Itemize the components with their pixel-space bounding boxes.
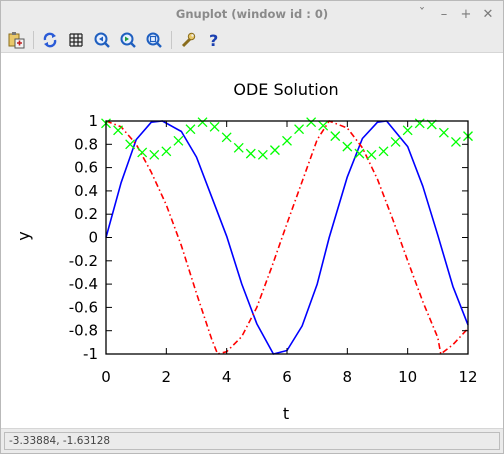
y-tick-label: -1 xyxy=(83,345,98,363)
copy-to-clipboard-icon xyxy=(8,31,25,48)
minimize-icon: – xyxy=(440,6,448,22)
copy-to-clipboard-button[interactable] xyxy=(5,29,27,51)
series-3-marker xyxy=(318,120,329,131)
series-3-marker xyxy=(197,117,208,128)
series-3-marker xyxy=(450,137,461,147)
zoom-next-icon xyxy=(120,32,136,48)
y-tick-label: 1 xyxy=(88,112,98,130)
window-title: Gnuplot (window id : 0) xyxy=(175,7,329,21)
y-tick-label: -0.2 xyxy=(69,252,98,270)
autoscale-icon xyxy=(146,32,162,48)
close-button[interactable]: ✕ xyxy=(479,5,497,23)
autoscale-button[interactable] xyxy=(143,29,165,51)
maximize-icon: + xyxy=(460,6,472,22)
x-tick-label: 10 xyxy=(398,368,417,386)
help-icon: ? xyxy=(209,31,218,49)
series-3-marker xyxy=(330,131,341,142)
series-3-marker xyxy=(149,149,160,160)
y-axis-label: y xyxy=(14,231,33,240)
minimize-button[interactable]: – xyxy=(435,5,453,23)
x-axis-label: t xyxy=(283,404,289,423)
series-3-marker xyxy=(113,125,124,136)
zoom-previous-icon xyxy=(94,32,110,48)
series-3-marker xyxy=(366,149,377,160)
series-3-marker xyxy=(185,124,196,135)
zoom-next-button[interactable] xyxy=(117,29,139,51)
close-icon: ✕ xyxy=(482,6,494,22)
y-tick-label: -0.8 xyxy=(69,322,98,340)
options-button[interactable] xyxy=(177,29,199,51)
help-button[interactable]: ? xyxy=(203,29,225,51)
x-tick-label: 12 xyxy=(458,368,477,386)
series-3-marker xyxy=(354,148,365,159)
replot-button[interactable] xyxy=(39,29,61,51)
series-3-marker xyxy=(269,145,280,156)
x-tick-label: 8 xyxy=(343,368,353,386)
series-3-marker xyxy=(342,141,353,152)
series-3-marker xyxy=(245,148,256,159)
x-tick-label: 6 xyxy=(282,368,292,386)
series-3-marker xyxy=(306,117,317,128)
series-3-marker xyxy=(378,146,389,157)
y-tick-label: -0.4 xyxy=(69,275,98,293)
y-tick-label: 0 xyxy=(88,229,98,247)
toolbar-separator xyxy=(33,30,34,49)
grid-button[interactable] xyxy=(65,29,87,51)
series-3-marker xyxy=(390,137,401,147)
x-tick-label: 2 xyxy=(162,368,172,386)
series-2-line xyxy=(105,120,469,355)
series-3-marker xyxy=(221,132,232,143)
replot-icon xyxy=(43,32,57,47)
grid-icon xyxy=(69,32,83,47)
plot-area[interactable]: ODE Solution y t -1 -0.8 -0.6 -0.4 -0.2 0 0.2 0… xyxy=(1,54,503,428)
axis-layer: -1-0.8-0.6-0.4-0.200.20.40.60.810 2 4 6 8 10 1… xyxy=(69,112,478,386)
x-tick-label: 0 xyxy=(101,368,111,386)
options-wrench-icon xyxy=(181,32,196,47)
y-tick-label: 0.2 xyxy=(74,205,98,223)
window-controls: ˇ – + ✕ xyxy=(413,5,497,23)
series-3-marker xyxy=(161,146,172,157)
plot-border xyxy=(105,120,469,355)
series-3-marker xyxy=(438,127,449,138)
series-3-marker xyxy=(282,135,292,146)
y-tick-label: 0.4 xyxy=(74,182,98,200)
series-3-marker xyxy=(209,121,220,132)
series-3-marker xyxy=(137,147,148,158)
series-3-marker xyxy=(402,125,413,136)
restore-down-button[interactable]: ˇ xyxy=(413,5,431,23)
chart-title: ODE Solution xyxy=(233,80,338,99)
series-3-marker xyxy=(414,118,425,129)
mouse-coordinates: -3.33884, -1.63128 xyxy=(4,432,500,450)
zoom-previous-button[interactable] xyxy=(91,29,113,51)
y-tick-label: -0.6 xyxy=(69,298,98,316)
series-layer xyxy=(101,117,473,355)
series-3-marker xyxy=(173,135,184,146)
series-3-marker xyxy=(294,124,305,135)
series-3-marker xyxy=(125,139,136,150)
x-tick-label: 4 xyxy=(222,368,232,386)
y-tick-label: 0.8 xyxy=(74,135,98,153)
toolbar: ? xyxy=(1,27,503,53)
svg-text:?: ? xyxy=(209,31,218,49)
series-3-marker xyxy=(233,142,244,153)
status-bar: -3.33884, -1.63128 xyxy=(1,428,503,453)
toolbar-separator xyxy=(171,30,172,49)
title-bar[interactable]: Gnuplot (window id : 0) ˇ – + ✕ xyxy=(1,1,503,27)
restore-down-icon: ˇ xyxy=(418,6,426,22)
series-3-marker xyxy=(257,149,268,160)
y-tick-label: 0.6 xyxy=(74,159,98,177)
maximize-button[interactable]: + xyxy=(457,5,475,23)
series-1-line xyxy=(105,120,469,355)
ode-chart[interactable]: ODE Solution y t -1 -0.8 -0.6 -0.4 -0.2 0 0.2 0… xyxy=(1,54,503,428)
